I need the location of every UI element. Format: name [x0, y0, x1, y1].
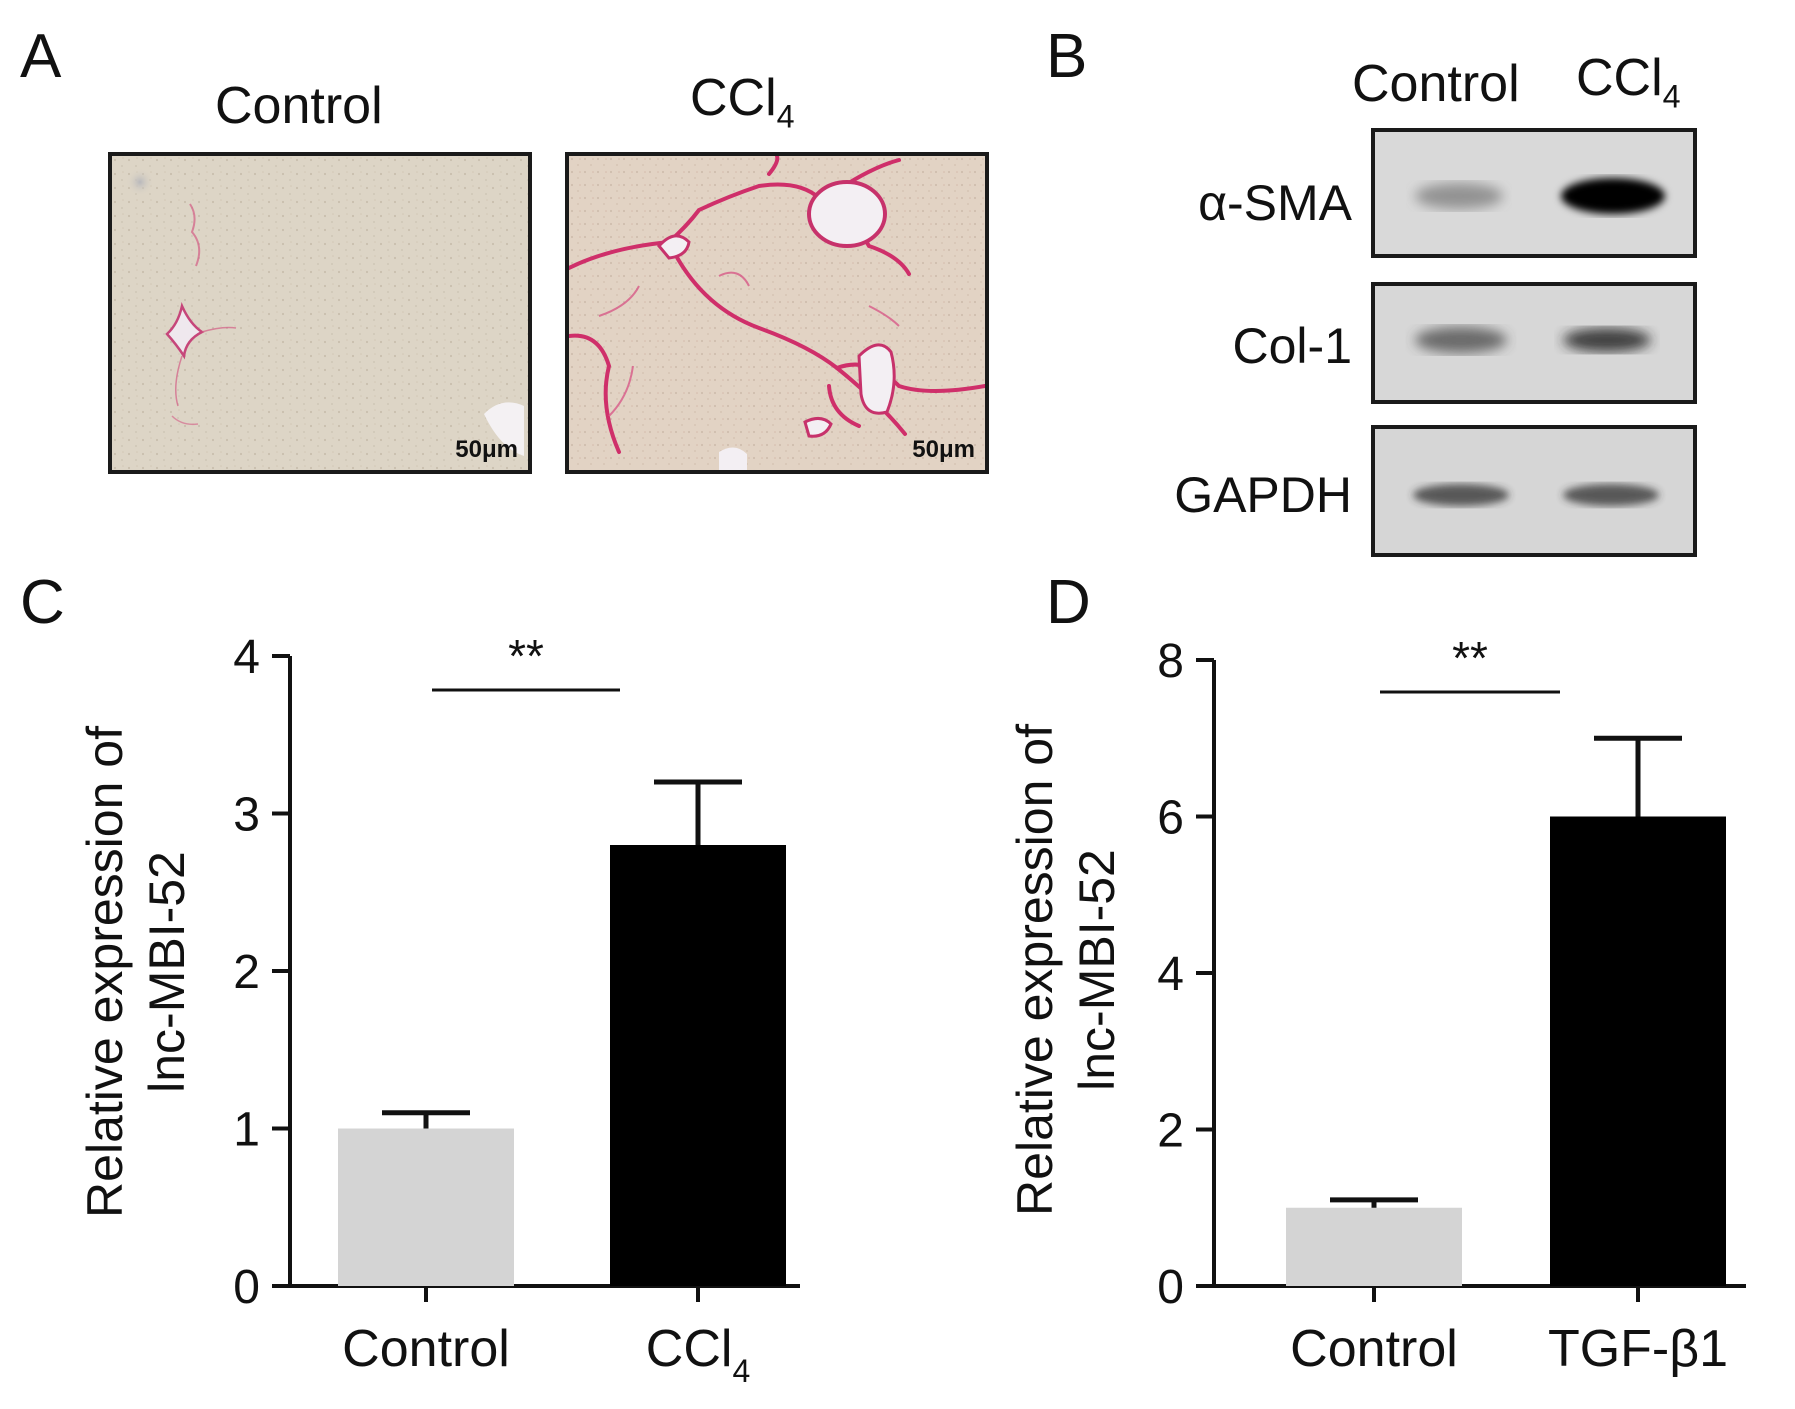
chart-c-x-tick-label-1-sub: 4	[732, 1353, 750, 1389]
alpha-sma-control-band	[1415, 183, 1503, 209]
chart-d-y-tick-label-3: 6	[1157, 792, 1184, 845]
panel-a-ccl4-header: CCl4	[690, 69, 795, 135]
chart-d-y-axis-title-line1: Relative expression of	[1007, 724, 1063, 1216]
panel-b-letter: B	[1046, 22, 1088, 91]
chart-d-bar-1	[1550, 816, 1726, 1286]
chart-c-x-tick-label-0-main: Control	[342, 1320, 510, 1378]
blot-ccl4-header: CCl4	[1576, 49, 1681, 115]
chart-d: 0 2 4 6 8 Relative expression of lnc-MBI-52 Con…	[1007, 632, 1746, 1378]
blot-strip-col1	[1371, 282, 1697, 404]
blot-label-gapdh: GAPDH	[1174, 467, 1352, 523]
panel-a-control-header: Control	[215, 77, 383, 135]
chart-d-x-tick-label-1: TGF-β1	[1548, 1320, 1728, 1378]
chart-c-significance-stars: **	[508, 630, 544, 682]
chart-d-x-tick-label-1-main: TGF-β1	[1548, 1320, 1728, 1378]
ccl4-histology-image: 50μm	[565, 152, 989, 474]
chart-c: 0 1 2 3 4 Relative expression of lnc-MBI-52 Con…	[77, 630, 800, 1389]
chart-d-y-axis-title: Relative expression of lnc-MBI-52	[1007, 724, 1125, 1216]
control-histology-image: 50μm	[108, 152, 532, 474]
alpha-sma-ccl4-band	[1561, 178, 1665, 214]
alpha-sma-bands	[1415, 178, 1665, 214]
blot-strip-gapdh	[1371, 425, 1697, 557]
chart-c-bar-1	[610, 845, 786, 1286]
chart-d-y-tick-label-2: 4	[1157, 948, 1184, 1001]
ccl4-histology-texture	[569, 156, 985, 470]
panel-a-letter: A	[20, 22, 62, 91]
chart-d-x-tick-label-0-main: Control	[1290, 1320, 1458, 1378]
ccl4-scale-bar: 50μm	[912, 436, 975, 463]
chart-c-y-axis-title: Relative expression of lnc-MBI-52	[77, 726, 195, 1218]
panel-c-letter: C	[20, 568, 65, 637]
chart-c-y-tick-label-4: 4	[233, 631, 260, 684]
col1-control-band	[1415, 327, 1507, 353]
chart-d-y-tick-label-4: 8	[1157, 635, 1184, 688]
chart-d-bar-0	[1286, 1207, 1462, 1286]
chart-c-bar-0	[338, 1128, 514, 1286]
chart-c-x-tick-label-1-main: CCl	[646, 1320, 733, 1378]
chart-d-y-tick-label-1: 2	[1157, 1105, 1184, 1158]
chart-d-y-axis-title-line2: lnc-MBI-52	[1069, 849, 1125, 1091]
blot-strip-alpha-sma	[1371, 128, 1697, 258]
control-histology-texture	[112, 156, 528, 470]
chart-c-y-axis-title-line1: Relative expression of	[77, 726, 133, 1218]
blot-label-alpha-sma: α-SMA	[1198, 175, 1352, 231]
chart-d-significance-stars: **	[1452, 632, 1488, 684]
chart-c-y-axis-title-line2: lnc-MBI-52	[139, 851, 195, 1093]
col1-bands	[1415, 327, 1651, 353]
chart-c-y-tick-label-1: 1	[233, 1104, 260, 1157]
panel-d-letter: D	[1046, 568, 1091, 637]
blot-control-header: Control	[1352, 55, 1520, 113]
chart-c-x-tick-label-0: Control	[342, 1320, 510, 1378]
chart-c-x-tick-label-1: CCl4	[646, 1320, 750, 1389]
control-scale-bar: 50μm	[455, 436, 518, 463]
blot-label-col1: Col-1	[1232, 318, 1352, 374]
gapdh-ccl4-band	[1563, 484, 1659, 506]
chart-d-x-tick-label-0: Control	[1290, 1320, 1458, 1378]
chart-c-y-tick-label-3: 3	[233, 789, 260, 842]
gapdh-control-band	[1413, 484, 1509, 506]
chart-d-y-tick-label-0: 0	[1157, 1261, 1184, 1314]
chart-c-y-tick-label-0: 0	[233, 1261, 260, 1314]
col1-ccl4-band	[1563, 328, 1651, 352]
gapdh-bands	[1413, 484, 1659, 506]
chart-c-y-tick-label-2: 2	[233, 946, 260, 999]
